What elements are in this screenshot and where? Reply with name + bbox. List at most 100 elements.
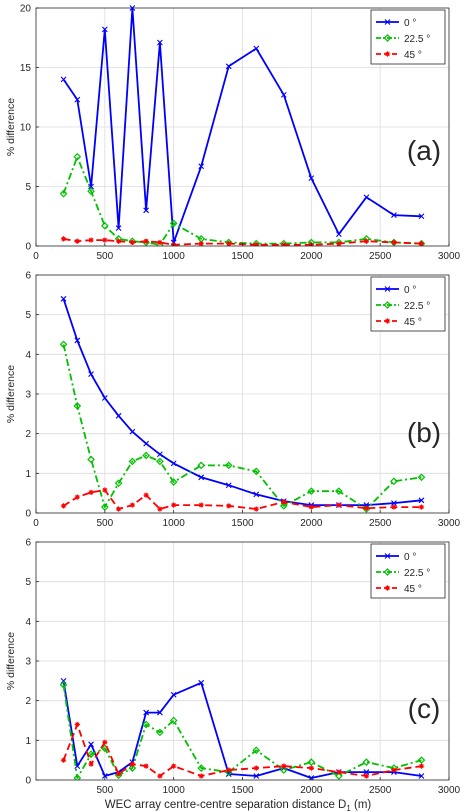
data-point [143,238,149,244]
legend-label: 45 ° [404,50,422,61]
data-point [157,773,163,779]
data-point [157,709,163,716]
data-point [391,239,397,246]
data-point [101,773,108,779]
data-point [143,763,149,769]
data-point [198,679,205,686]
data-point [417,473,426,482]
legend-marker [383,301,392,309]
data-point [59,680,68,689]
x-tick-label: 3000 [438,518,461,529]
legend: 0 ° 22.5 ° 45 ° [370,9,446,65]
y-tick-label: 2 [25,696,31,707]
data-point [362,758,371,766]
data-point [102,739,108,745]
y-tick-label: 1 [25,736,31,747]
data-point [252,467,261,476]
data-point [114,479,123,488]
data-point [391,212,397,218]
data-point [143,440,150,447]
data-point [418,497,425,504]
data-point [170,691,177,698]
data-point [252,746,261,755]
data-point [336,769,342,775]
data-point [129,239,135,246]
x-axis-label: WEC array centre-centre separation dista… [105,799,372,812]
data-point [253,506,259,512]
x-tick-label: 500 [96,251,113,262]
x-tick-label: 0 [33,251,39,262]
data-point [170,460,177,467]
data-point [308,175,315,182]
data-point [171,502,177,508]
data-point [87,455,95,464]
data-point [363,769,370,775]
data-point [169,478,178,486]
chart-panel-2: 500 1000 1500 2000 2500 3000 0 1 2 3 4 5 6 % differen… [5,538,461,797]
y-tick-label: 3 [25,657,31,668]
x-axis-label-main: WEC array centre-centre separation dista… [105,799,347,811]
data-point [253,491,260,498]
data-point [253,765,259,771]
legend-marker [384,585,391,591]
x-tick-label: 1000 [163,785,186,796]
data-point [74,96,81,103]
data-point [225,771,232,777]
x-tick-label: 2000 [300,785,323,796]
data-point [281,242,287,246]
x-axis-label-subscript: 1 [346,804,351,812]
y-tick-label: 0 [25,242,31,253]
data-point [363,238,369,244]
chart-panel-0: 0 500 1000 1500 2000 2500 3000 0 5 10 15 20 % differ… [5,4,461,263]
data-point [363,194,370,201]
data-point [143,492,149,498]
series-line-1 [62,684,422,779]
x-tick-label: 0 [33,518,39,529]
data-point [143,709,150,716]
data-point [60,76,67,83]
data-point [73,152,82,161]
data-point [279,766,288,774]
data-point [307,758,316,766]
data-point [417,756,426,765]
data-point [363,505,369,511]
y-axis-label: % difference [5,632,17,690]
data-point [157,451,163,458]
legend-label: 0 ° [404,285,416,296]
chart-panel-1: 0 500 1000 1500 2000 2500 3000 0 1 2 3 4 5 6 % differe… [5,271,461,530]
legend-marker [384,318,391,324]
data-point [335,772,343,780]
y-tick-label: 5 [25,577,31,588]
data-point [88,237,94,243]
data-point [74,238,80,244]
data-point [60,757,67,763]
data-point [74,337,81,344]
data-point [197,764,206,772]
series-line-2 [63,489,422,510]
data-point [100,221,109,230]
data-point [129,502,135,508]
data-point [252,239,261,246]
data-point [101,26,108,33]
data-point [171,763,177,769]
y-axis-label: % difference [5,98,17,156]
data-point [60,236,67,242]
data-point [88,741,94,748]
data-point [224,768,233,776]
x-tick-label: 1500 [231,251,254,262]
y-tick-label: 15 [20,63,32,74]
data-point [224,461,233,470]
legend-box [370,276,446,332]
data-point [198,241,204,246]
data-point [198,163,205,170]
data-point [156,728,164,737]
data-point [74,494,80,500]
data-point [87,750,95,759]
data-point [157,239,163,246]
data-point [128,457,137,466]
data-point [115,412,122,419]
data-point [308,765,314,771]
data-point [101,395,108,401]
panel-label: (b) [407,417,441,448]
